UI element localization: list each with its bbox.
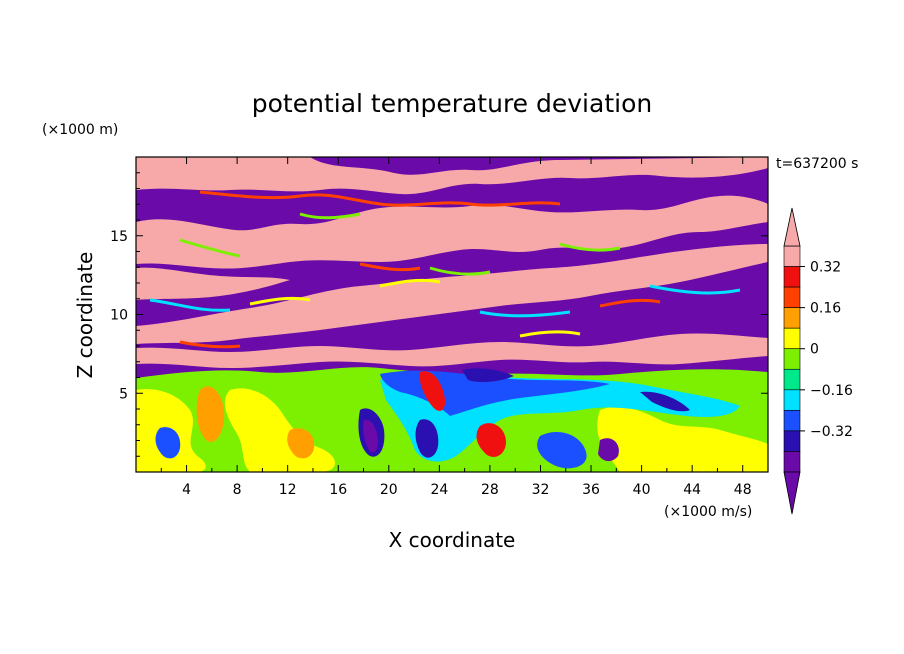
x-tick-label: 36	[582, 482, 600, 498]
colorbar-tick-label: −0.32	[810, 424, 853, 440]
colorbar-tick-label: −0.16	[810, 383, 853, 399]
colorbar-band	[783, 307, 801, 329]
x-unit-label: (×1000 m/s)	[664, 504, 752, 520]
colorbar: 0.32 0.16 0 −0.16 −0.32	[783, 207, 853, 515]
colorbar-extend-low	[783, 471, 801, 515]
x-tick-label: 20	[380, 482, 398, 498]
y-tick-label: 10	[110, 308, 128, 324]
colorbar-tick-label: 0.16	[810, 301, 841, 317]
x-axis: 4 8 12 16 20 24 28 32 36 40 44 48	[160, 157, 752, 498]
colorbar-tick-label: 0.32	[810, 260, 841, 276]
colorbar-band	[783, 245, 801, 267]
time-label: t=637200 s	[776, 156, 858, 172]
colorbar-tick-label: 0	[810, 342, 819, 358]
x-tick-label: 16	[329, 482, 347, 498]
chart-title: potential temperature deviation	[252, 89, 652, 118]
boundary-streak-a	[199, 190, 561, 207]
boundary-streak-e	[179, 262, 661, 349]
boundary-streak-c	[149, 284, 741, 318]
heatmap-field	[136, 157, 768, 472]
x-tick-label: 28	[481, 482, 499, 498]
y-tick-label: 5	[119, 386, 128, 402]
lower-navy-b	[358, 408, 439, 458]
colorbar-band	[783, 327, 801, 350]
x-tick-label: 32	[532, 482, 550, 498]
lower-yellow-c	[597, 406, 768, 472]
x-tick-label: 44	[683, 482, 701, 498]
boundary-streak-b	[179, 212, 621, 276]
x-tick-label: 40	[633, 482, 651, 498]
colorbar-band	[783, 389, 801, 411]
colorbar-extend-high	[783, 207, 801, 247]
colorbar-band	[783, 368, 801, 391]
colorbar-band	[783, 410, 801, 432]
boundary-streak-d	[249, 278, 581, 338]
y-axis: 5 10 15	[110, 172, 768, 457]
lower-red-a	[419, 371, 506, 457]
colorbar-band	[783, 286, 801, 308]
colorbar-band	[783, 266, 801, 288]
x-tick-label: 8	[233, 482, 242, 498]
y-tick-label: 15	[110, 229, 128, 245]
pink-band-2	[136, 267, 290, 300]
pink-band-4	[136, 333, 768, 368]
y-axis-label: Z coordinate	[73, 252, 97, 379]
x-tick-label: 12	[279, 482, 297, 498]
colorbar-band	[783, 451, 801, 473]
pink-band-3	[136, 244, 768, 344]
y-unit-label: (×1000 m)	[42, 122, 118, 138]
colorbar-band	[783, 430, 801, 452]
x-axis-label: X coordinate	[389, 528, 516, 552]
lower-navy-a	[462, 368, 690, 412]
x-tick-label: 48	[734, 482, 752, 498]
colorbar-band	[783, 348, 801, 370]
pink-band-1	[136, 195, 768, 269]
lower-orange-a	[196, 386, 315, 459]
pink-band-top	[136, 157, 768, 195]
x-tick-label: 4	[182, 482, 191, 498]
x-tick-label: 24	[430, 482, 448, 498]
